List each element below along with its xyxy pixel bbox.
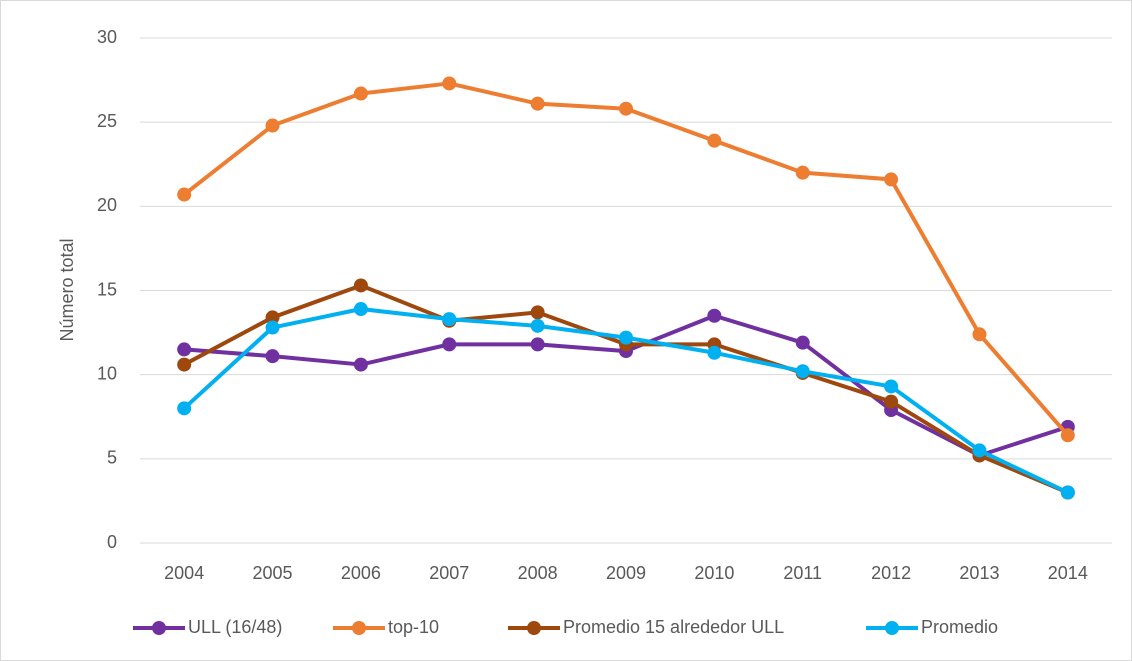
legend-marker [352,621,366,635]
data-point [265,310,280,325]
data-point [442,312,457,327]
data-point [265,349,280,364]
x-tick-label: 2011 [783,563,822,583]
x-tick-label: 2008 [518,563,558,583]
x-tick-label: 2004 [164,563,204,583]
data-point [972,327,987,342]
data-point [707,133,722,148]
data-point [265,118,280,133]
x-tick-label: 2012 [871,563,911,583]
data-point [1060,428,1075,443]
y-tick-label: 10 [97,363,117,383]
data-point [442,76,457,91]
data-point [353,86,368,101]
data-point [884,379,899,394]
data-point [707,345,722,360]
legend-label: top-10 [388,617,439,637]
y-axis-label: Número total [57,238,77,341]
x-tick-label: 2014 [1048,563,1088,583]
x-tick-label: 2005 [253,563,293,583]
data-point [619,101,633,116]
legend-marker [527,621,541,635]
data-point [884,172,899,187]
data-point [177,401,192,416]
data-point [530,318,545,333]
data-point [795,364,810,379]
data-point [530,305,545,320]
x-tick-label: 2006 [341,563,381,583]
data-point [795,165,810,180]
data-point [619,330,633,345]
data-point [177,342,192,357]
data-point [353,357,368,372]
data-point [972,443,987,458]
data-point [884,394,899,409]
y-tick-label: 30 [97,27,117,47]
data-point [1060,485,1075,500]
data-point [795,335,810,350]
data-point [177,187,192,202]
data-point [177,357,192,372]
y-tick-label: 5 [107,448,117,468]
x-tick-label: 2007 [429,563,469,583]
y-tick-label: 0 [107,532,117,552]
y-tick-label: 20 [97,195,117,215]
legend-marker [885,621,899,635]
legend-label: Promedio 15 alrededor ULL [563,617,784,637]
data-point [353,302,368,317]
legend-label: ULL (16/48) [188,617,282,637]
data-point [530,96,545,111]
x-tick-label: 2009 [606,563,646,583]
x-tick-label: 2013 [959,563,999,583]
legend-label: Promedio [921,617,998,637]
data-point [707,308,722,323]
data-point [265,320,280,335]
data-point [530,337,545,352]
data-point [353,278,368,293]
data-point [442,337,457,352]
x-tick-label: 2010 [694,563,734,583]
y-tick-label: 25 [97,111,117,131]
legend-marker [152,621,166,635]
y-tick-label: 15 [97,279,117,299]
